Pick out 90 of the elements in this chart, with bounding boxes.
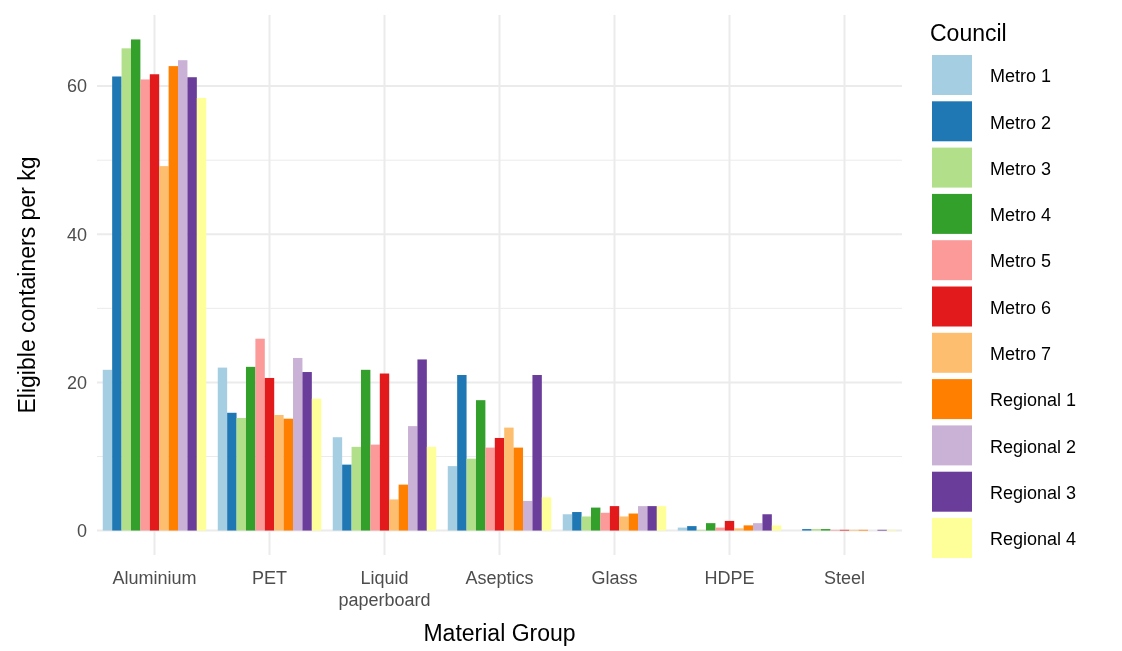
bar: [466, 458, 476, 531]
bar: [178, 60, 188, 531]
legend-label: Metro 3: [990, 158, 1052, 179]
bar: [590, 507, 601, 531]
y-tick-label: 0: [76, 520, 87, 541]
bar: [541, 497, 552, 531]
bar: [485, 447, 495, 531]
bar: [264, 377, 275, 531]
bar: [504, 427, 514, 531]
bar: [149, 74, 160, 531]
x-tick-label: Aseptics: [465, 568, 534, 588]
bar: [379, 373, 390, 531]
bar: [332, 437, 343, 531]
bar: [389, 499, 399, 531]
bar: [102, 369, 113, 531]
bar: [532, 375, 542, 531]
bar: [159, 166, 169, 531]
legend-title: Council: [930, 20, 1007, 47]
bar: [302, 372, 312, 531]
bar: [112, 76, 122, 531]
legend-label: Metro 1: [990, 66, 1052, 87]
bar: [457, 375, 467, 531]
bar: [687, 526, 697, 531]
bar: [283, 418, 294, 531]
x-tick-label: Liquid paperboard: [338, 568, 431, 610]
bar: [734, 528, 744, 531]
bar: [581, 516, 591, 531]
bar: [398, 484, 409, 531]
bar: [121, 48, 131, 531]
bar: [426, 446, 437, 531]
bar: [293, 357, 303, 531]
legend-label: Metro 5: [990, 251, 1052, 272]
bar: [562, 514, 573, 531]
bar: [227, 412, 237, 531]
bar: [494, 437, 505, 531]
bar: [638, 506, 648, 531]
bar: [417, 359, 427, 531]
bar: [311, 398, 322, 531]
legend-label: Regional 1: [990, 390, 1077, 411]
bar: [656, 506, 667, 531]
legend-label: Metro 7: [990, 344, 1052, 365]
bar: [187, 77, 197, 531]
x-tick-label: Steel: [823, 568, 866, 588]
bar: [408, 426, 418, 531]
bar: [140, 79, 150, 531]
y-tick-label: 60: [66, 76, 87, 97]
bar: [628, 513, 639, 531]
x-tick-label: Glass: [591, 568, 638, 588]
bar: [600, 512, 610, 531]
bar: [360, 369, 371, 531]
bar: [647, 506, 657, 531]
x-tick-label: HDPE: [704, 568, 755, 588]
bar: [236, 417, 246, 531]
x-axis-title: Material Group: [423, 620, 576, 646]
bar: [572, 512, 582, 531]
bar: [217, 367, 228, 531]
y-tick-label: 20: [66, 372, 87, 393]
bar: [342, 464, 352, 531]
bar: [523, 500, 533, 531]
y-axis-title: Eligible containers per kg: [14, 156, 40, 414]
legend-label: Regional 2: [990, 436, 1077, 457]
legend-label: Metro 4: [990, 205, 1052, 226]
bar: [619, 516, 629, 531]
bar: [715, 527, 725, 531]
bar: [196, 97, 207, 531]
bar: [130, 39, 141, 531]
bar: [724, 520, 735, 531]
x-tick-label: Aluminium: [112, 568, 197, 588]
bar: [447, 466, 458, 531]
legend-label: Metro 2: [990, 112, 1052, 133]
bar: [705, 523, 716, 531]
bar: [475, 400, 486, 531]
legend-label: Regional 3: [990, 483, 1077, 503]
y-tick-label: 40: [66, 224, 87, 245]
x-tick-label: PET: [251, 568, 288, 588]
bar: [274, 415, 284, 531]
legend-label: Metro 6: [990, 297, 1052, 318]
legend-label: Regional 4: [990, 529, 1077, 550]
bar: [168, 66, 179, 531]
bar: [609, 506, 620, 531]
bar: [255, 338, 265, 531]
bar: [351, 446, 361, 531]
bar: [762, 514, 772, 531]
bar: [743, 525, 754, 531]
bar: [753, 523, 763, 531]
bar: [513, 447, 524, 531]
bar: [771, 525, 782, 531]
bar: [370, 444, 380, 531]
bar: [677, 527, 688, 531]
bar: [245, 366, 256, 531]
